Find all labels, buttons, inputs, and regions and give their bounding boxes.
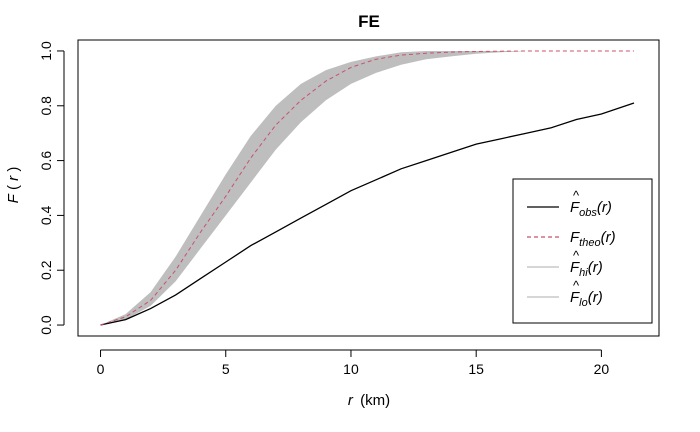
- x-tick-label-10: 10: [343, 361, 359, 377]
- axes-layer: 0 5 10 15 20 0.0 0.2 0.4 0.6 0.8 1.0: [38, 39, 660, 377]
- plot-frame: [77, 39, 660, 337]
- legend-subscript-obs: obs: [579, 207, 597, 219]
- legend-label-hi: Fhi(r): [570, 259, 603, 279]
- series-line-theo: [100, 50, 634, 326]
- series-layer: [100, 50, 635, 326]
- y-tick-label-1.0: 1.0: [38, 41, 54, 61]
- legend-label-theo: Ftheo(r): [570, 229, 616, 249]
- y-axis-label: F ( r ): [5, 167, 22, 204]
- legend-box: [512, 178, 653, 324]
- y-axis-label-close-paren: ): [5, 167, 22, 172]
- legend-label-lo: Flo(r): [570, 289, 603, 309]
- legend: Fobs(r)^Ftheo(r)Fhi(r)^Flo(r)^: [512, 178, 653, 324]
- legend-argument-theo: (r): [601, 229, 616, 246]
- x-tick-label-20: 20: [594, 361, 610, 377]
- legend-argument-lo: (r): [588, 289, 603, 306]
- chart-title: FE: [358, 12, 380, 31]
- x-tick-label-5: 5: [222, 361, 230, 377]
- legend-hat-obs: ^: [573, 188, 580, 203]
- legend-argument-hi: (r): [588, 259, 603, 276]
- envelope-band: [100, 51, 634, 325]
- legend-subscript-hi: hi: [579, 267, 588, 279]
- y-tick-label-0.8: 0.8: [38, 96, 54, 116]
- legend-hat-lo: ^: [573, 278, 580, 293]
- legend-hat-hi: ^: [573, 248, 580, 263]
- legend-subscript-lo: lo: [579, 297, 588, 309]
- x-axis-label: r (km): [348, 392, 390, 409]
- y-tick-label-0.2: 0.2: [38, 260, 54, 280]
- x-axis-label-unit: (km): [360, 392, 390, 409]
- legend-subscript-theo: theo: [579, 237, 600, 249]
- y-tick-label-0.4: 0.4: [38, 205, 54, 225]
- envelope-band-layer: [100, 51, 634, 325]
- series-line-obs: [100, 102, 635, 326]
- y-axis-label-variable: F: [5, 193, 22, 203]
- y-axis-label-open-paren: (: [5, 185, 22, 190]
- x-tick-label-0: 0: [97, 361, 105, 377]
- legend-argument-obs: (r): [597, 199, 612, 216]
- legend-base-obs: F: [570, 199, 580, 216]
- y-axis-label-argument: r: [5, 175, 22, 181]
- legend-label-obs: Fobs(r): [570, 199, 612, 219]
- y-tick-label-0.6: 0.6: [38, 151, 54, 171]
- x-axis-label-variable: r: [348, 392, 354, 409]
- x-tick-label-15: 15: [468, 361, 484, 377]
- legend-base-lo: F: [570, 289, 580, 306]
- legend-base-theo: F: [570, 229, 580, 246]
- legend-base-hi: F: [570, 259, 580, 276]
- y-tick-label-0.0: 0.0: [38, 315, 54, 335]
